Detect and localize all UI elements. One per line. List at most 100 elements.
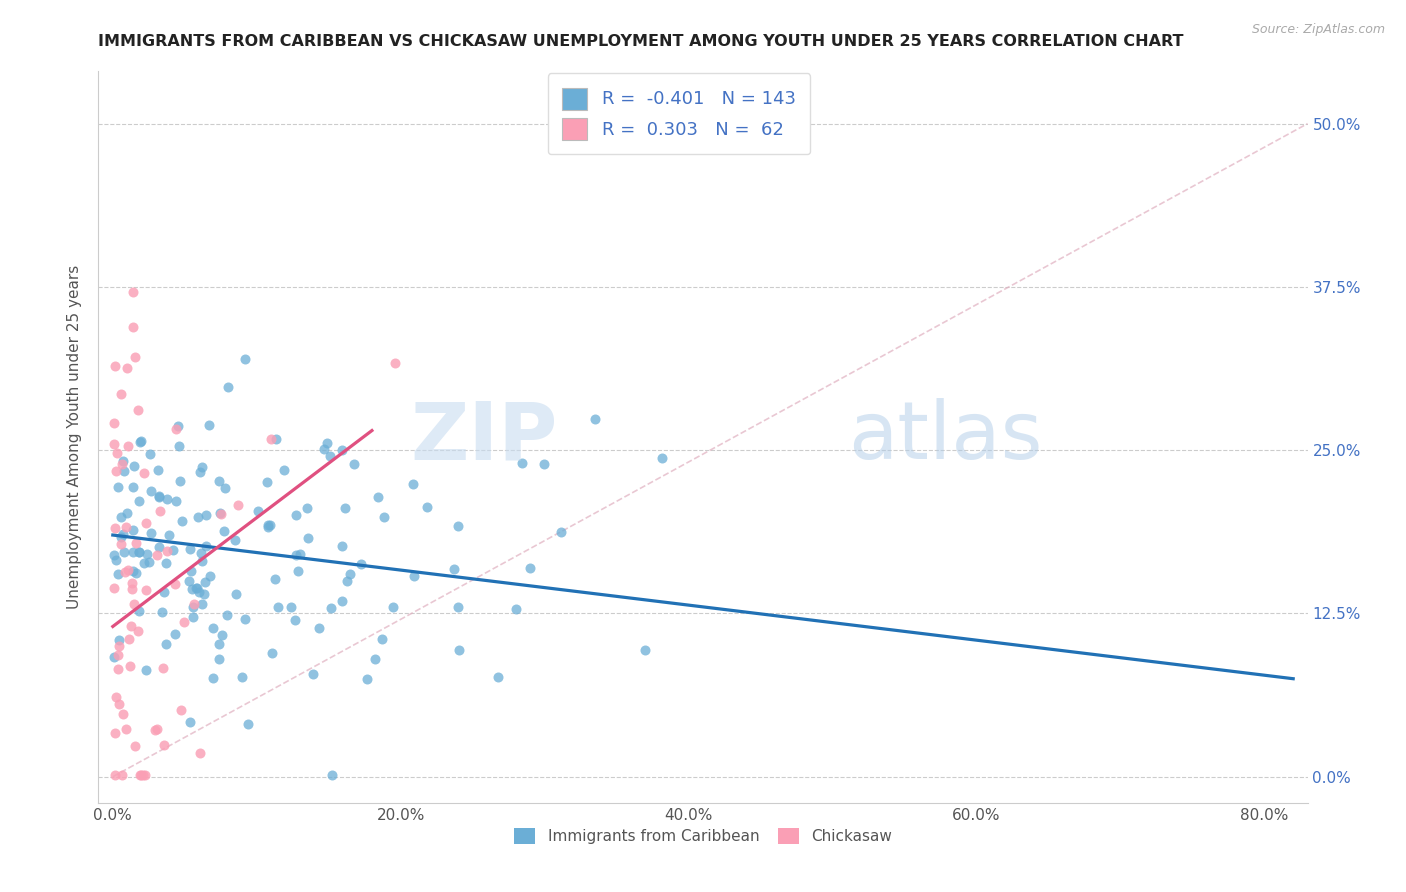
Point <box>148 488 170 502</box>
Point <box>132 467 155 481</box>
Point <box>273 463 295 477</box>
Point <box>139 526 162 541</box>
Point <box>301 667 323 681</box>
Point <box>319 601 342 615</box>
Point <box>165 493 187 508</box>
Point <box>259 517 281 532</box>
Point <box>115 723 138 737</box>
Point <box>287 564 309 578</box>
Point <box>156 492 179 507</box>
Point <box>141 484 163 499</box>
Point <box>125 566 148 581</box>
Point <box>169 439 191 453</box>
Point <box>146 548 169 562</box>
Point <box>208 652 231 666</box>
Point <box>117 439 139 453</box>
Point <box>104 768 127 782</box>
Point <box>112 545 135 559</box>
Point <box>110 537 132 551</box>
Point <box>150 605 173 619</box>
Point <box>112 464 135 478</box>
Point <box>633 643 655 657</box>
Point <box>212 524 235 538</box>
Point <box>155 638 177 652</box>
Point <box>180 565 202 579</box>
Point <box>246 504 269 518</box>
Point <box>209 507 232 521</box>
Point <box>110 387 132 401</box>
Point <box>107 648 129 662</box>
Point <box>330 540 353 554</box>
Point <box>236 716 259 731</box>
Point <box>115 520 138 534</box>
Point <box>486 670 509 684</box>
Point <box>519 561 541 575</box>
Point <box>128 544 150 558</box>
Point <box>103 436 125 450</box>
Point <box>122 458 145 473</box>
Point <box>122 544 145 558</box>
Point <box>117 563 139 577</box>
Point <box>153 739 176 753</box>
Point <box>370 632 392 647</box>
Point <box>267 600 290 615</box>
Point <box>284 508 307 523</box>
Point <box>167 418 190 433</box>
Point <box>256 520 278 534</box>
Point <box>103 581 125 595</box>
Point <box>128 768 150 782</box>
Point <box>103 548 125 562</box>
Point <box>191 554 214 568</box>
Point <box>136 547 159 561</box>
Point <box>157 528 180 542</box>
Point <box>224 533 246 547</box>
Text: IMMIGRANTS FROM CARIBBEAN VS CHICKASAW UNEMPLOYMENT AMONG YOUTH UNDER 25 YEARS C: IMMIGRANTS FROM CARIBBEAN VS CHICKASAW U… <box>98 35 1184 49</box>
Point <box>404 569 426 583</box>
Point <box>505 602 527 616</box>
Point <box>318 450 340 464</box>
Point <box>105 446 128 460</box>
Point <box>153 585 176 599</box>
Point <box>152 661 174 675</box>
Point <box>181 609 204 624</box>
Point <box>201 671 224 685</box>
Point <box>533 458 555 472</box>
Point <box>166 422 188 436</box>
Point <box>364 652 387 666</box>
Point <box>256 475 278 489</box>
Point <box>233 612 256 626</box>
Point <box>128 604 150 618</box>
Point <box>416 500 439 514</box>
Point <box>121 619 143 633</box>
Point <box>290 547 312 561</box>
Point <box>111 768 134 782</box>
Point <box>110 530 132 544</box>
Point <box>198 568 221 582</box>
Point <box>107 662 129 676</box>
Point <box>381 600 404 615</box>
Y-axis label: Unemployment Among Youth under 25 years: Unemployment Among Youth under 25 years <box>67 265 83 609</box>
Point <box>181 599 204 614</box>
Point <box>194 574 217 589</box>
Point <box>128 494 150 508</box>
Point <box>214 481 236 495</box>
Point <box>156 544 179 558</box>
Point <box>127 402 149 417</box>
Point <box>146 723 169 737</box>
Point <box>103 649 125 664</box>
Point <box>330 593 353 607</box>
Point <box>284 548 307 562</box>
Point <box>121 582 143 597</box>
Point <box>155 556 177 570</box>
Point <box>105 464 128 478</box>
Point <box>121 575 143 590</box>
Point <box>266 432 288 446</box>
Point <box>190 598 212 612</box>
Point <box>188 585 211 599</box>
Point <box>131 768 153 782</box>
Point <box>297 500 319 515</box>
Point <box>402 477 425 491</box>
Point <box>134 768 156 782</box>
Point <box>208 474 231 488</box>
Point <box>297 532 319 546</box>
